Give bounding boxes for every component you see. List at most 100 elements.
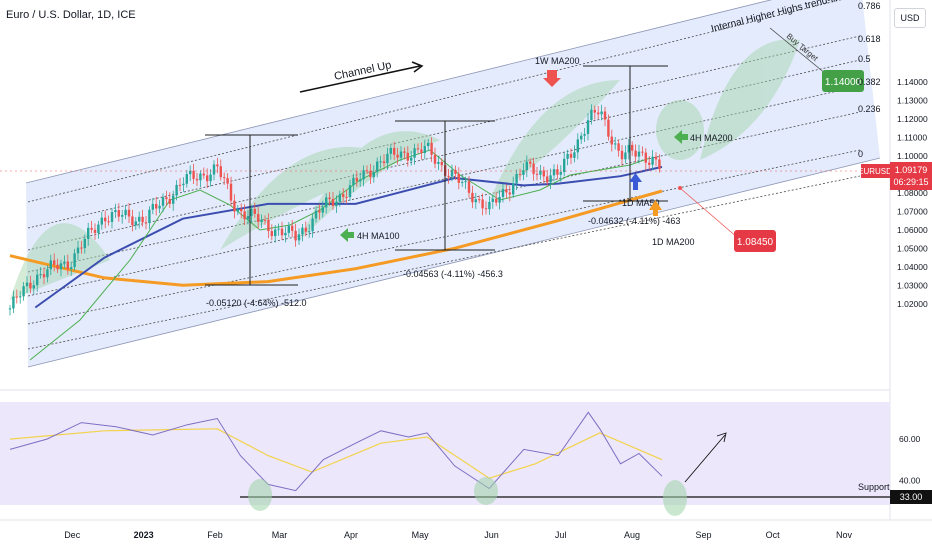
green-left-arrow-icon-2 — [340, 228, 354, 242]
candle-body — [107, 221, 110, 223]
orange-up-arrow-icon — [649, 200, 662, 216]
candle-body — [641, 151, 644, 153]
rsi-axis[interactable]: 60.00 40.00 — [899, 434, 921, 485]
candle-body — [138, 216, 141, 222]
fib-label-0.382: 0.382 — [858, 77, 881, 87]
time-axis[interactable]: Dec 2023 Feb Mar Apr May Jun Jul Aug Sep Oct Nov — [64, 530, 852, 540]
candle-body — [223, 177, 226, 179]
channel-up-label: Channel Up — [333, 59, 392, 83]
candle-body — [403, 151, 406, 153]
candle-body — [542, 170, 545, 177]
candle-body — [202, 173, 205, 176]
candle-body — [447, 175, 450, 177]
candle-body — [49, 260, 52, 270]
candle-body — [518, 173, 522, 175]
candle-body — [236, 209, 239, 212]
candle-body — [304, 227, 307, 232]
candle-body — [406, 152, 409, 161]
candle-body — [437, 161, 440, 164]
candle-body — [151, 203, 154, 210]
candle-body — [593, 109, 596, 113]
currency-button[interactable]: USD — [894, 8, 926, 28]
candle-body — [124, 209, 127, 216]
rsi-support-tag-text: 33.00 — [900, 492, 923, 502]
price-axis[interactable]: 1.140001.130001.120001.110001.100001.090… — [897, 77, 928, 309]
candle-body — [172, 195, 175, 204]
candle-body — [287, 225, 290, 233]
candle-body — [328, 197, 331, 199]
candle-body — [76, 247, 80, 254]
candle-body — [19, 296, 22, 298]
candle-body — [66, 261, 69, 270]
candle-body — [379, 161, 382, 163]
candle-body — [539, 170, 542, 175]
ma50-1d-label: 1D MA50 — [622, 198, 660, 208]
candle-body — [597, 112, 600, 115]
candle-body — [246, 216, 250, 220]
candle-body — [457, 173, 460, 183]
candle-body — [495, 198, 498, 203]
candle-body — [15, 296, 18, 298]
candle-body — [563, 158, 566, 173]
candle-body — [257, 213, 260, 222]
candle-body — [280, 228, 284, 236]
candle-body — [525, 161, 528, 171]
candle-body — [474, 199, 477, 203]
candle-body — [399, 151, 403, 158]
fib-label-0.5: 0.5 — [858, 54, 871, 64]
target-price-text: 1.14000 — [825, 77, 862, 88]
candle-body — [325, 197, 328, 208]
candle-body — [274, 229, 277, 237]
candle-body — [631, 144, 634, 151]
candle-body — [382, 161, 386, 164]
candle-body — [427, 142, 430, 147]
candle-body — [386, 153, 389, 164]
candle-body — [39, 274, 42, 276]
fib-label-0.236: 0.236 — [858, 104, 881, 114]
candle-body — [362, 170, 365, 180]
candle-body — [206, 175, 209, 182]
time-tick-label: Jun — [484, 530, 499, 540]
candle-body — [410, 157, 413, 161]
candle-body — [297, 234, 301, 241]
candle-body — [226, 178, 229, 184]
candle-body — [178, 184, 182, 186]
internal-trend-lines — [27, 0, 861, 350]
candle-body — [195, 178, 199, 181]
candle-body — [413, 148, 416, 158]
candle-body — [508, 192, 511, 195]
time-tick-label: Aug — [624, 530, 640, 540]
last-price-tag — [890, 162, 932, 190]
candle-body — [175, 184, 178, 196]
candle-body — [8, 308, 12, 310]
green-left-arrow-icon — [674, 130, 688, 144]
candle-body — [644, 152, 647, 163]
candle-body — [301, 227, 304, 235]
support-price-text: 1.08450 — [737, 237, 774, 248]
candle-body — [267, 219, 270, 232]
ma200-1d-label: 1D MA200 — [652, 237, 695, 247]
target-price-badge — [822, 70, 864, 92]
candle-body — [501, 189, 505, 197]
candle-body — [121, 215, 124, 217]
candle-body — [556, 169, 559, 175]
price-tick-label: 1.04000 — [897, 262, 928, 272]
candle-body — [342, 194, 345, 197]
candle-body — [376, 161, 379, 172]
price-tick-label: 1.14000 — [897, 77, 928, 87]
channel-up-arrow — [299, 65, 421, 93]
candle-body — [46, 269, 49, 278]
candle-body — [389, 147, 392, 154]
fib-label-0: 0 — [858, 149, 863, 159]
candle-body — [617, 143, 620, 151]
candle-body — [464, 181, 467, 183]
candle-body — [515, 173, 518, 184]
candle-body — [263, 219, 267, 221]
candle-body — [70, 267, 73, 270]
candle-body — [396, 154, 399, 158]
candle-body — [219, 166, 222, 178]
candle-body — [359, 179, 362, 182]
candle-body — [658, 159, 661, 170]
